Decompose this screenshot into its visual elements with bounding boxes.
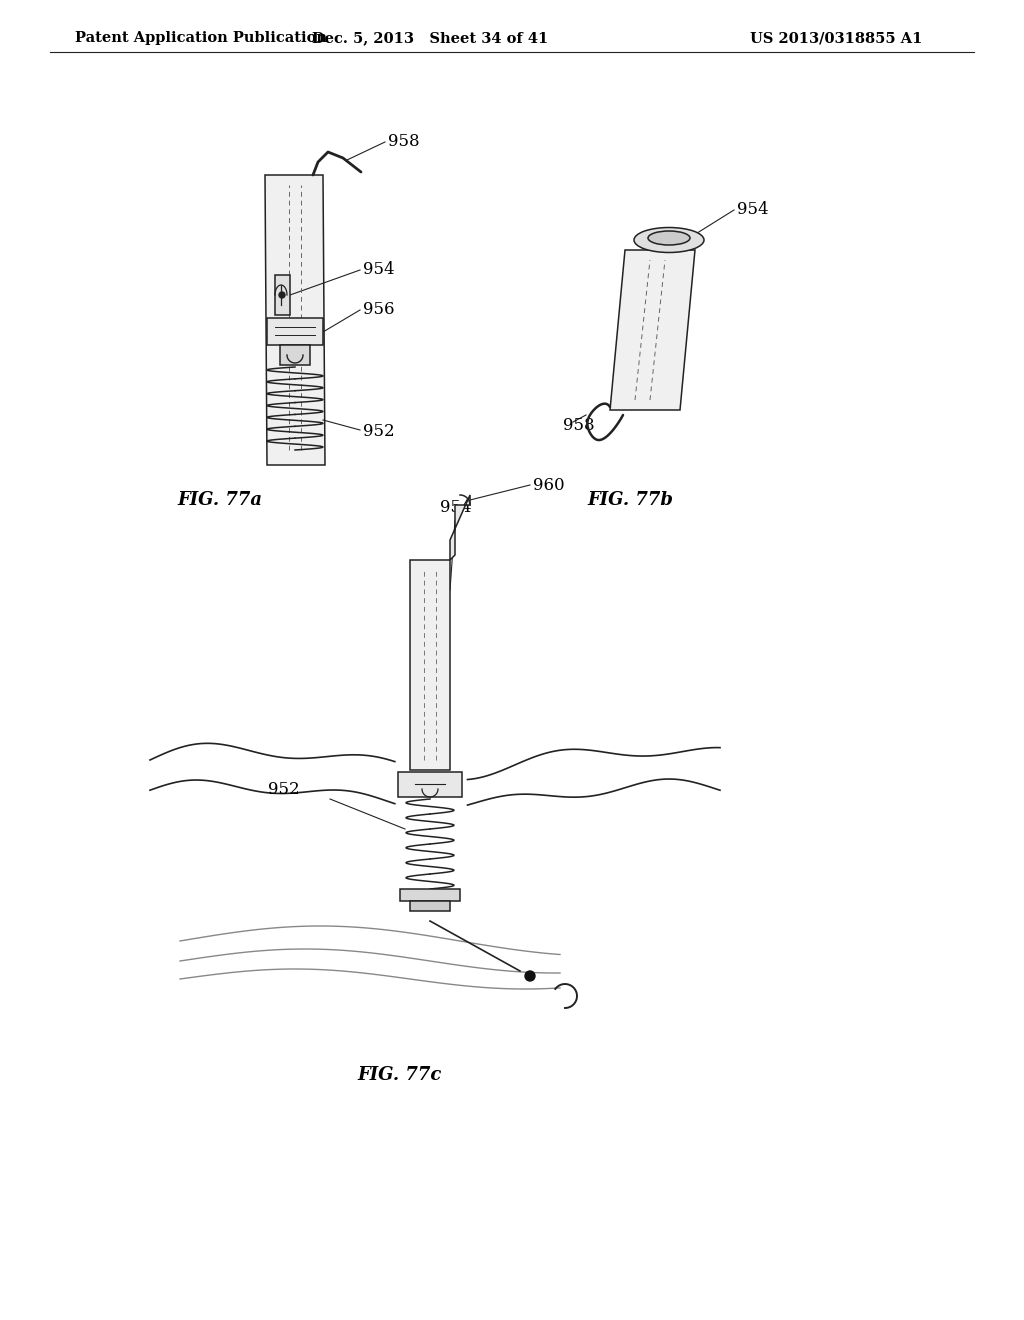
Text: 954: 954 [440,499,472,516]
Text: US 2013/0318855 A1: US 2013/0318855 A1 [750,30,923,45]
Polygon shape [450,495,470,560]
Circle shape [525,972,535,981]
Text: FIG. 77c: FIG. 77c [357,1067,442,1084]
Text: 954: 954 [737,202,769,219]
Polygon shape [267,318,323,345]
Text: 958: 958 [388,133,420,150]
Polygon shape [610,249,695,411]
Text: 960: 960 [534,477,564,494]
Polygon shape [410,902,450,911]
Ellipse shape [634,227,705,252]
Polygon shape [275,275,290,315]
Polygon shape [398,772,462,797]
Text: FIG. 77a: FIG. 77a [177,491,262,510]
Text: FIG. 77b: FIG. 77b [587,491,673,510]
Text: 952: 952 [268,780,300,797]
Polygon shape [265,176,325,465]
Text: Patent Application Publication: Patent Application Publication [75,30,327,45]
Text: 952: 952 [362,424,394,441]
Text: Dec. 5, 2013   Sheet 34 of 41: Dec. 5, 2013 Sheet 34 of 41 [312,30,548,45]
Text: 954: 954 [362,261,394,279]
Polygon shape [280,345,310,366]
Polygon shape [400,888,460,902]
Ellipse shape [648,231,690,246]
Text: 956: 956 [362,301,394,318]
Text: 958: 958 [563,417,595,433]
Circle shape [279,292,285,298]
Polygon shape [410,560,450,770]
